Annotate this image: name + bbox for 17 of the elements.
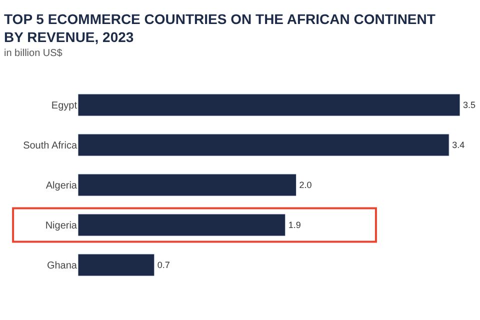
y-tick-label: Nigeria [45, 220, 78, 232]
bar [78, 214, 286, 236]
chart-title: TOP 5 ECOMMERCE COUNTRIES ON THE AFRICAN CONTINENT BY REVENUE, 2023 [4, 11, 436, 46]
bar [78, 254, 155, 276]
bar [78, 174, 297, 196]
y-tick-label: Ghana [46, 260, 78, 272]
y-tick-label: Egypt [51, 100, 78, 112]
bar [78, 134, 450, 156]
y-tick-label: Algeria [46, 180, 78, 192]
data-label: 3.4 [452, 140, 465, 150]
data-label: 2.0 [299, 180, 312, 190]
y-tick-label: South Africa [23, 140, 78, 152]
bar [78, 94, 460, 116]
chart-subtitle: in billion US$ [4, 48, 63, 59]
data-label: 3.5 [463, 100, 476, 110]
data-label: 0.7 [157, 260, 170, 270]
data-label: 1.9 [288, 220, 301, 230]
